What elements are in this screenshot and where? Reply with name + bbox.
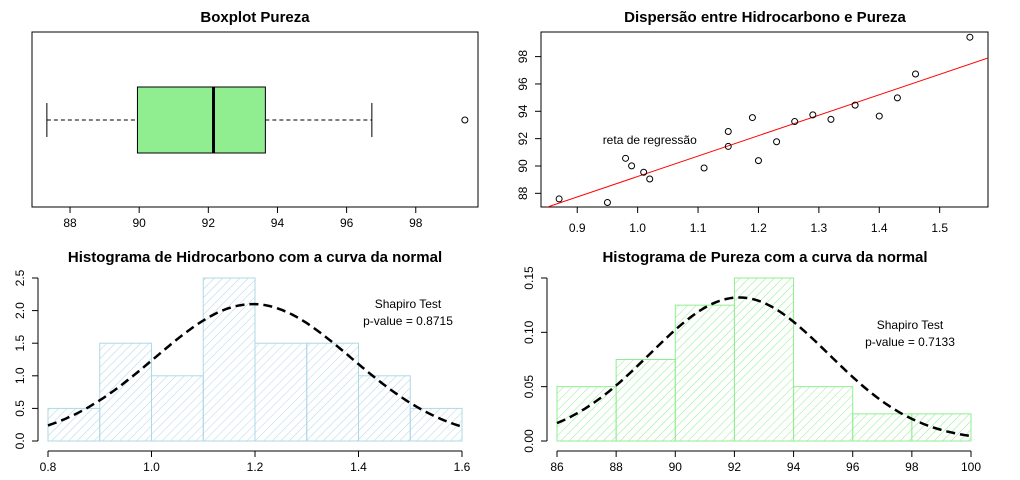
x-tick-label: 92 — [728, 460, 742, 474]
y-tick-label: 2.5 — [13, 269, 27, 286]
boxplot-panel: Boxplot Pureza 88 90 92 94 96 98 — [31, 9, 479, 230]
y-tick-label: 90 — [516, 159, 530, 173]
scatter-title: Dispersão entre Hidrocarbono e Pureza — [624, 9, 906, 26]
histogram-bar — [47, 407, 101, 442]
data-point — [724, 128, 732, 136]
y-tick-label: 98 — [516, 50, 530, 64]
y-tick-label: 0.5 — [13, 400, 27, 417]
x-tick-label: 92 — [202, 216, 216, 230]
histogram-bar — [556, 386, 617, 442]
x-tick-label: 86 — [550, 460, 564, 474]
y-tick-label: 1.5 — [13, 335, 27, 352]
histogram-bar — [99, 342, 152, 442]
y-tick-label: 0.05 — [522, 375, 536, 399]
x-tick-label: 88 — [63, 216, 77, 230]
hist-hidrocarbono-panel: Histograma de Hidrocarbono com a curva d… — [13, 249, 470, 474]
x-tick-label: 100 — [961, 460, 981, 474]
x-tick-label: 1.6 — [454, 460, 471, 474]
data-point — [748, 114, 756, 122]
data-point — [827, 115, 835, 123]
box — [136, 86, 266, 154]
x-tick-label: 1.2 — [750, 221, 767, 235]
data-point — [646, 175, 654, 183]
x-tick-label: 1.4 — [871, 221, 888, 235]
histogram-bar — [615, 359, 676, 442]
outlier-point — [461, 116, 469, 124]
regression-line — [545, 57, 988, 207]
data-point — [875, 112, 883, 120]
y-tick-label: 94 — [516, 104, 530, 118]
data-point — [640, 168, 648, 176]
scatter-frame — [540, 31, 989, 208]
x-tick-label: 94 — [271, 216, 285, 230]
data-point — [851, 101, 859, 109]
x-tick-label: 1.3 — [811, 221, 828, 235]
histogram-bar — [852, 413, 913, 442]
x-tick-label: 98 — [905, 460, 919, 474]
y-tick-label: 0.0 — [13, 432, 27, 449]
x-tick-label: 90 — [669, 460, 683, 474]
histogram-bar — [911, 413, 972, 442]
scatter-panel: Dispersão entre Hidrocarbono e Pureza re… — [516, 9, 989, 235]
x-tick-label: 1.4 — [350, 460, 367, 474]
x-tick-label: 94 — [787, 460, 801, 474]
data-point — [754, 157, 762, 165]
data-point — [912, 70, 920, 78]
y-tick-label: 2.0 — [13, 302, 27, 319]
histogram-bar — [793, 386, 854, 442]
x-tick-label: 1.5 — [931, 221, 948, 235]
hist-pureza-title: Histograma de Pureza com a curva da norm… — [602, 249, 927, 266]
data-point — [603, 198, 611, 206]
shapiro-pvalue-pureza: p-value = 0.7133 — [865, 335, 955, 349]
y-tick-label: 1.0 — [13, 367, 27, 384]
x-tick-label: 98 — [409, 216, 423, 230]
data-point — [700, 164, 708, 172]
shapiro-label-pureza: Shapiro Test — [877, 318, 944, 332]
y-tick-label: 0.00 — [522, 429, 536, 453]
data-point — [555, 195, 563, 203]
regression-annotation: reta de regressão — [603, 133, 697, 147]
y-tick-label: 96 — [516, 77, 530, 91]
data-point — [791, 118, 799, 126]
data-point — [773, 138, 781, 146]
data-point — [628, 162, 636, 170]
x-tick-label: 88 — [609, 460, 623, 474]
normal-curve — [556, 296, 972, 438]
shapiro-pvalue-hidrocarbono: p-value = 0.8715 — [363, 314, 453, 328]
histogram-bar — [733, 277, 795, 442]
data-point — [622, 154, 630, 162]
hist-pureza-panel: Histograma de Pureza com a curva da norm… — [522, 249, 981, 474]
x-tick-label: 1.0 — [143, 460, 160, 474]
y-tick-label: 88 — [516, 186, 530, 200]
normal-curve — [47, 302, 463, 428]
data-point — [893, 94, 901, 102]
x-tick-label: 96 — [846, 460, 860, 474]
histogram-bar — [409, 407, 463, 442]
y-tick-label: 92 — [516, 132, 530, 146]
x-tick-label: 0.8 — [40, 460, 57, 474]
y-tick-label: 0.15 — [522, 266, 536, 290]
x-tick-label: 1.2 — [247, 460, 264, 474]
histogram-bar — [254, 342, 308, 442]
histogram-bar — [151, 375, 204, 442]
histogram-bar — [674, 304, 735, 442]
hist-hidrocarbono-title: Histograma de Hidrocarbono com a curva d… — [68, 249, 442, 266]
data-point — [966, 33, 974, 41]
x-tick-label: 1.1 — [690, 221, 707, 235]
shapiro-label-hidrocarbono: Shapiro Test — [375, 297, 442, 311]
y-tick-label: 0.10 — [522, 320, 536, 344]
x-tick-label: 90 — [132, 216, 146, 230]
histogram-bar — [202, 277, 256, 442]
x-tick-label: 0.9 — [569, 221, 586, 235]
data-point — [809, 111, 817, 119]
boxplot-title: Boxplot Pureza — [200, 9, 310, 26]
x-tick-label: 1.0 — [629, 221, 646, 235]
x-tick-label: 96 — [340, 216, 354, 230]
data-point — [724, 142, 732, 150]
